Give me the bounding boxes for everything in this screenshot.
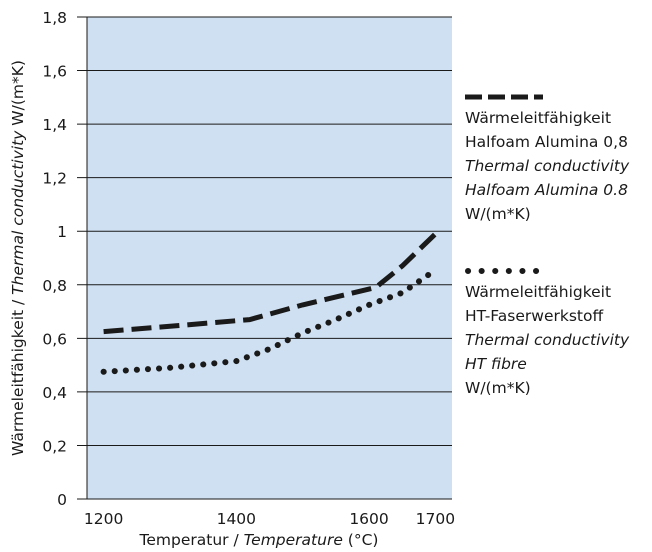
x-tick-labels: 1200 1400 1600 1700 [84,510,455,528]
y-tick-label: 0 [57,491,67,509]
x-axis-label-italic: Temperature [244,531,343,549]
y-axis-label-plain: Wärmeleitfähigkeit / [9,295,27,456]
x-axis-label: Temperatur / Temperature (°C) [139,531,379,549]
y-tick-label: 1 [57,223,67,241]
y-tick-label: 0,6 [42,330,67,348]
legend-series-1-label-en: Thermal conductivity [465,157,630,175]
legend-series-2: Wärmeleitfähigkeit HT-Faserwerkstoff The… [465,264,629,400]
y-tick-label: 0,8 [42,277,67,295]
legend-series-2-unit: W/(m*K) [465,379,531,397]
legend-series-1-name-en: Halfoam Alumina 0.8 [465,181,628,199]
x-tick-label: 1400 [217,510,256,528]
legend-series-2-label-de: Wärmeleitfähigkeit [465,283,612,301]
x-axis-label-plain: Temperatur / [139,531,244,549]
legend-series-2-label-en: Thermal conductivity [465,331,630,349]
legend-series-2-name-en: HT fibre [465,355,527,373]
dotted-series-line [100,267,439,375]
legend-series-1-label-de: Wärmeleitfähigkeit [465,109,612,127]
y-tick-labels: 0 0,2 0,4 0,6 0,8 1 1,2 1,4 1,6 1,8 [42,9,67,509]
grid-lines [77,16,452,500]
legend-dotted-swatch [465,268,551,274]
x-tick-label: 1700 [416,510,455,528]
series-lines [100,232,439,375]
y-tick-label: 0,4 [42,384,67,402]
dashed-series-line [103,232,438,335]
x-tick-label: 1200 [84,510,123,528]
legend-dashed-swatch [465,94,543,100]
y-axis-label: Wärmeleitfähigkeit / Thermal conductivit… [9,60,27,456]
legend-series-2-name-de: HT-Faserwerkstoff [465,307,604,325]
legend-series-1-unit: W/(m*K) [465,205,531,223]
plot-area [87,17,452,499]
y-tick-label: 1,2 [42,170,67,188]
axes [86,17,452,500]
x-axis-label-unit: (°C) [343,531,379,549]
y-tick-label: 0,2 [42,437,67,455]
y-axis-label-unit: W/(m*K) [9,60,27,131]
y-tick-label: 1,4 [42,116,67,134]
legend-series-1-name-de: Halfoam Alumina 0,8 [465,133,628,151]
x-tick-label: 1600 [349,510,388,528]
y-axis-label-italic: Thermal conductivity [9,130,27,295]
legend-series-1: Wärmeleitfähigkeit Halfoam Alumina 0,8 T… [465,90,629,226]
y-tick-label: 1,8 [42,9,67,27]
y-tick-label: 1,6 [42,63,67,81]
